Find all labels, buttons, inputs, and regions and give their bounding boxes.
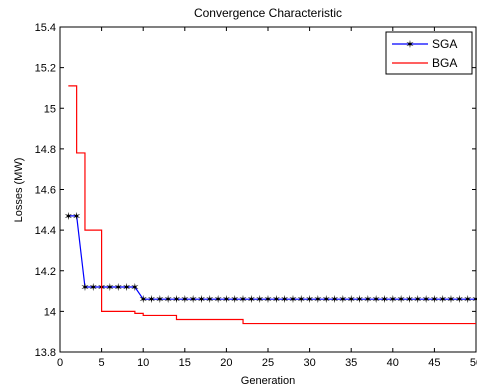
x-tick-label: 30 bbox=[303, 357, 315, 369]
data-point-sga: ✶ bbox=[205, 294, 214, 306]
x-axis-label: Generation bbox=[241, 375, 295, 387]
series-line-bga bbox=[68, 85, 476, 325]
series-line-sga bbox=[68, 215, 476, 300]
x-tick-label: 10 bbox=[137, 357, 149, 369]
x-tick-label: 45 bbox=[428, 357, 440, 369]
data-point-sga: ✶ bbox=[189, 294, 198, 306]
data-point-sga: ✶ bbox=[105, 282, 114, 294]
data-point-sga: ✶ bbox=[338, 294, 347, 306]
x-tick-label: 15 bbox=[179, 357, 191, 369]
y-tick-label: 14.8 bbox=[35, 144, 56, 156]
data-point-sga: ✶ bbox=[388, 294, 397, 306]
y-tick-label: 14.4 bbox=[35, 225, 56, 237]
legend-box bbox=[385, 31, 473, 75]
plot-area bbox=[59, 26, 477, 353]
data-point-sga: ✶ bbox=[64, 211, 73, 223]
data-point-sga: ✶ bbox=[355, 294, 364, 306]
data-point-sga: ✶ bbox=[297, 294, 306, 306]
data-point-sga: ✶ bbox=[139, 294, 148, 306]
data-point-sga: ✶ bbox=[238, 294, 247, 306]
data-point-sga: ✶ bbox=[405, 294, 414, 306]
data-point-sga: ✶ bbox=[397, 294, 406, 306]
data-point-sga: ✶ bbox=[288, 294, 297, 306]
x-axis: 0 5 10 15 20 25 30 35 40 45 50 bbox=[57, 27, 477, 369]
data-point-sga: ✶ bbox=[213, 294, 222, 306]
data-point-sga: ✶ bbox=[164, 294, 173, 306]
data-point-sga: ✶ bbox=[322, 294, 331, 306]
data-point-sga: ✶ bbox=[330, 294, 339, 306]
data-point-sga: ✶ bbox=[172, 294, 181, 306]
data-point-sga: ✶ bbox=[122, 282, 131, 294]
y-axis: 13.8 14 14.2 14.4 14.6 14.8 15 15.2 15.4 bbox=[35, 22, 476, 359]
data-point-sga: ✶ bbox=[372, 294, 381, 306]
chart-title: Convergence Characteristic bbox=[194, 6, 342, 20]
data-point-sga: ✶ bbox=[438, 294, 447, 306]
data-point-sga: ✶ bbox=[347, 294, 356, 306]
data-point-sga: ✶ bbox=[155, 294, 164, 306]
data-point-sga: ✶ bbox=[446, 294, 455, 306]
legend-sga-label: SGA bbox=[432, 37, 457, 51]
data-point-sga: ✶ bbox=[147, 294, 156, 306]
y-axis-label: Losses (MW) bbox=[13, 158, 25, 223]
data-point-sga: ✶ bbox=[222, 294, 231, 306]
data-point-sga: ✶ bbox=[130, 282, 139, 294]
legend: ✶ SGA BGA bbox=[385, 31, 473, 75]
data-point-sga: ✶ bbox=[455, 294, 464, 306]
y-tick-label: 15.4 bbox=[35, 22, 56, 34]
data-point-sga: ✶ bbox=[72, 211, 81, 223]
data-point-sga: ✶ bbox=[255, 294, 264, 306]
data-point-sga: ✶ bbox=[305, 294, 314, 306]
data-point-sga: ✶ bbox=[430, 294, 439, 306]
data-point-sga: ✶ bbox=[197, 294, 206, 306]
data-point-sga: ✶ bbox=[272, 294, 281, 306]
data-point-sga: ✶ bbox=[89, 282, 98, 294]
y-tick-label: 15.2 bbox=[35, 63, 56, 75]
legend-sga-marker: ✶ bbox=[405, 39, 414, 51]
data-point-sga: ✶ bbox=[421, 294, 430, 306]
x-tick-label: 50 bbox=[470, 357, 477, 369]
y-tick-label: 13.8 bbox=[35, 347, 56, 359]
y-tick-label: 15 bbox=[44, 103, 56, 115]
x-tick-label: 40 bbox=[387, 357, 399, 369]
data-point-sga: ✶ bbox=[471, 294, 477, 306]
data-point-sga: ✶ bbox=[463, 294, 472, 306]
data-point-sga: ✶ bbox=[263, 294, 272, 306]
x-tick-label: 35 bbox=[345, 357, 357, 369]
y-tick-label: 14.2 bbox=[35, 266, 56, 278]
data-point-sga: ✶ bbox=[413, 294, 422, 306]
y-tick-label: 14 bbox=[44, 306, 56, 318]
series-layer: ✶ ✶✶ ✶ ✶ ✶ ✶ ✶ ✶✶ ✶ ✶ ✶ ✶ ✶ ✶ ✶ ✶ ✶ ✶ ✶ ✶ ✶ ✶ ✶ ✶ ✶ ✶ ✶ ✶ ✶ ✶ ✶ ✶ ✶ ✶ ✶ ✶ ✶ ✶… bbox=[64, 85, 477, 325]
x-tick-label: 5 bbox=[99, 357, 105, 369]
data-point-sga: ✶ bbox=[230, 294, 239, 306]
data-point-sga: ✶ bbox=[180, 294, 189, 306]
x-tick-label: 20 bbox=[220, 357, 232, 369]
data-point-sga: ✶ bbox=[313, 294, 322, 306]
data-point-sga: ✶ bbox=[247, 294, 256, 306]
data-point-sga: ✶ bbox=[380, 294, 389, 306]
data-point-sga: ✶ bbox=[363, 294, 372, 306]
data-point-sga: ✶ bbox=[80, 282, 89, 294]
x-tick-label: 25 bbox=[262, 357, 274, 369]
data-point-sga: ✶ bbox=[280, 294, 289, 306]
x-tick-label: 0 bbox=[57, 357, 63, 369]
y-tick-label: 14.6 bbox=[35, 185, 56, 197]
legend-bga-label: BGA bbox=[432, 56, 457, 70]
data-point-sga: ✶ bbox=[114, 282, 123, 294]
